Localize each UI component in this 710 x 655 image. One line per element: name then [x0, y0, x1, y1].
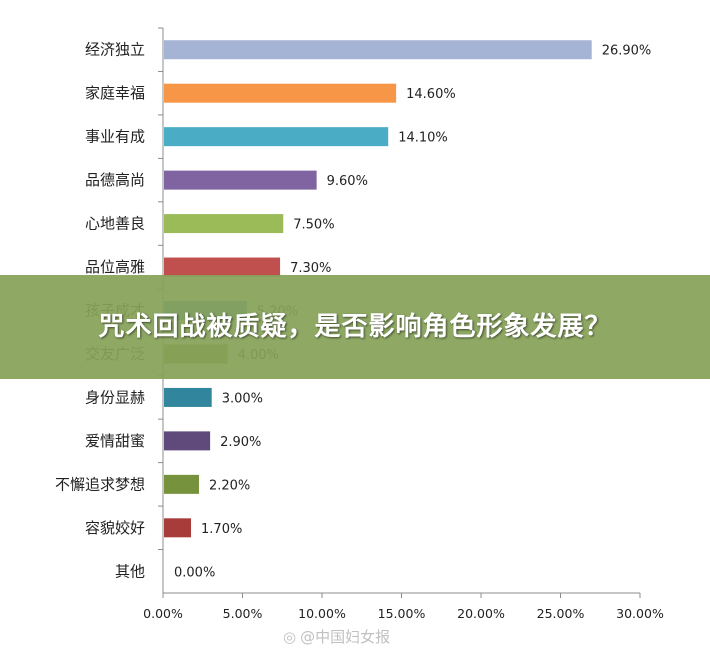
weibo-icon: ◎	[283, 627, 297, 646]
x-tick-label: 20.00%	[457, 606, 505, 621]
data-label: 1.70%	[201, 522, 242, 537]
bar	[164, 83, 397, 103]
bar	[164, 518, 192, 538]
bar	[164, 431, 211, 451]
category-label: 事业有成	[85, 128, 145, 146]
watermark: ◎ @中国妇女报	[283, 626, 390, 647]
category-label: 其他	[115, 562, 145, 580]
banner-title: 咒术回战被质疑，是否影响角色形象发展？	[98, 312, 612, 342]
data-label: 0.00%	[174, 565, 215, 580]
data-label: 14.10%	[398, 131, 448, 146]
data-label: 26.90%	[602, 44, 652, 59]
category-label: 品德高尚	[85, 171, 145, 189]
watermark-text: @中国妇女报	[300, 628, 391, 646]
data-label: 9.60%	[327, 174, 368, 189]
category-label: 品位高雅	[85, 258, 145, 276]
x-tick-label: 30.00%	[616, 606, 664, 621]
bar	[164, 170, 317, 190]
x-tick-label: 5.00%	[223, 606, 263, 621]
category-label: 心地善良	[85, 215, 145, 233]
data-label: 2.90%	[220, 435, 261, 450]
bar	[164, 214, 284, 234]
category-label: 不懈追求梦想	[55, 475, 145, 493]
category-label: 家庭幸福	[85, 84, 145, 102]
bar	[164, 40, 592, 60]
data-label: 14.60%	[406, 87, 456, 102]
data-label: 2.20%	[209, 478, 250, 493]
category-label: 经济独立	[85, 41, 145, 59]
category-label: 爱情甜蜜	[85, 432, 145, 450]
category-label: 身份显赫	[85, 388, 145, 406]
data-label: 7.50%	[293, 218, 334, 233]
data-label: 3.00%	[222, 391, 263, 406]
bar	[164, 474, 199, 494]
data-label: 7.30%	[290, 261, 331, 276]
x-tick-label: 10.00%	[298, 606, 346, 621]
x-tick-label: 0.00%	[143, 606, 183, 621]
title-banner: 咒术回战被质疑，是否影响角色形象发展？	[0, 275, 710, 379]
x-tick-label: 15.00%	[378, 606, 426, 621]
bar	[164, 127, 389, 147]
bar	[164, 387, 212, 407]
x-tick-label: 25.00%	[537, 606, 585, 621]
bar	[164, 257, 281, 277]
category-label: 容貌姣好	[85, 519, 145, 537]
